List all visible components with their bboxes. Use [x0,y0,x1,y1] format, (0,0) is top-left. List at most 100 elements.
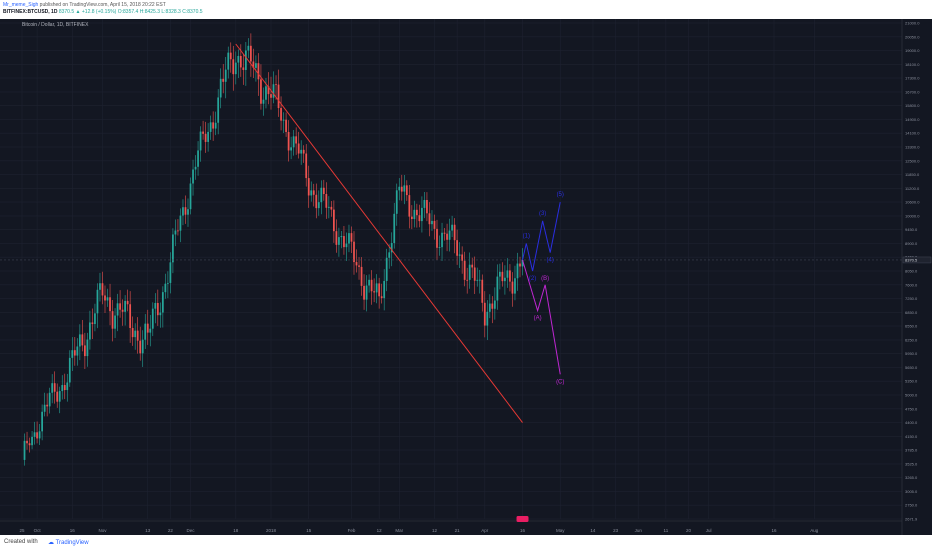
candle-body [476,279,479,281]
candle-body [403,185,406,192]
candle-body [28,443,31,446]
candle-body [521,259,524,267]
candle-body [46,404,49,407]
price-axis [902,19,932,535]
candle-body [166,282,169,284]
candle-body [197,150,199,167]
candle-body [516,263,519,279]
y-tick-label: 3525.0 [905,461,918,466]
candle-body [91,322,94,325]
candle-body [189,183,192,210]
candle-body [156,302,159,316]
y-tick-label: 4150.0 [905,434,918,439]
candle-body [448,230,451,240]
candle-body [83,345,86,357]
x-tick-label: Apr [481,528,489,533]
y-tick-label: 6850.0 [905,310,918,315]
wave-label-impulse: (1) [523,233,530,239]
y-tick-label: 9450.0 [905,227,918,232]
candle-body [506,270,509,278]
candle-body [23,440,26,460]
x-tick-label: May [556,528,565,533]
candle-body [144,323,147,340]
candle-body [212,122,215,129]
x-tick-label: Jul [706,528,712,533]
candle-body [493,300,496,309]
correction-projection [522,259,561,375]
x-tick-label: Nov [98,528,107,533]
y-tick-label: 5950.0 [905,351,918,356]
candle-body [141,339,144,354]
candle-body [66,382,69,391]
candle-body [129,304,132,328]
x-tick-label: 12 [432,528,438,533]
x-tick-label: 16 [772,528,778,533]
y-tick-label: 4400.0 [905,420,918,425]
x-tick-label: 25 [19,528,25,533]
candle-body [136,330,139,341]
candle-body [255,63,257,68]
candle-body [232,59,235,75]
date-marker [516,516,529,522]
candle-body [204,133,207,142]
candle-body [184,207,187,215]
candle-body [509,270,511,282]
candle-body [51,383,54,393]
candle-body [413,209,416,220]
candle-body [353,241,355,263]
candle-body [48,392,51,407]
candle-body [519,263,521,267]
candle-body [121,309,124,312]
price-change: 8370.5 ▲ +12.8 (+0.15%) [58,9,117,15]
y-tick-label: 12500.0 [905,158,920,163]
candle-body [390,243,393,253]
y-tick-label: 17300.0 [905,76,920,81]
y-tick-label: 18100.0 [905,62,920,67]
candle-body [400,186,403,192]
candle-body [498,271,501,277]
candle-body [365,285,368,300]
candle-body [265,86,267,100]
candle-body [363,285,365,300]
candle-body [199,131,202,151]
y-tick-label: 6550.0 [905,324,918,329]
candle-body [179,215,182,231]
candle-body [285,119,287,132]
candle-body [96,289,99,314]
candle-body [252,61,255,68]
x-tick-label: 21 [455,528,461,533]
candle-body [458,254,461,256]
candle-body [38,431,41,439]
candle-body [315,194,318,209]
candle-body [456,240,459,256]
candle-body [31,436,33,446]
x-tick-label: 11 [664,528,669,533]
candle-body [277,84,280,109]
candle-body [41,411,44,432]
tradingview-label: TradingView [55,540,89,546]
candle-body [164,283,167,293]
candle-body [227,52,230,70]
y-tick-label: 3785.0 [905,448,918,453]
candle-body [146,323,149,333]
candle-body [182,207,184,216]
candle-body [116,303,119,316]
price-chart[interactable]: (1) (2) (3) (4) (5) (A) (B) (C) 2671.9 2750.0 3005… [0,19,932,535]
candle-body [466,279,469,281]
candle-body [247,45,250,51]
y-tick-label: 6250.0 [905,337,918,342]
x-tick-label: Mar [395,528,403,533]
author-link[interactable]: Mr_meme_Sigh [3,2,39,8]
chart-canvas[interactable]: (1) (2) (3) (4) (5) (A) (B) (C) 2671.9 2750.0 3005… [0,19,932,535]
candle-body [451,224,453,231]
candle-body [124,300,127,312]
published-text: published on TradingView.com, April 15, … [38,2,166,8]
candle-body [109,297,111,312]
candle-body [322,187,325,194]
candle-body [441,232,443,248]
candle-body [431,220,433,225]
candle-body [270,94,272,98]
candle-body [161,292,164,313]
candle-body [257,63,260,80]
